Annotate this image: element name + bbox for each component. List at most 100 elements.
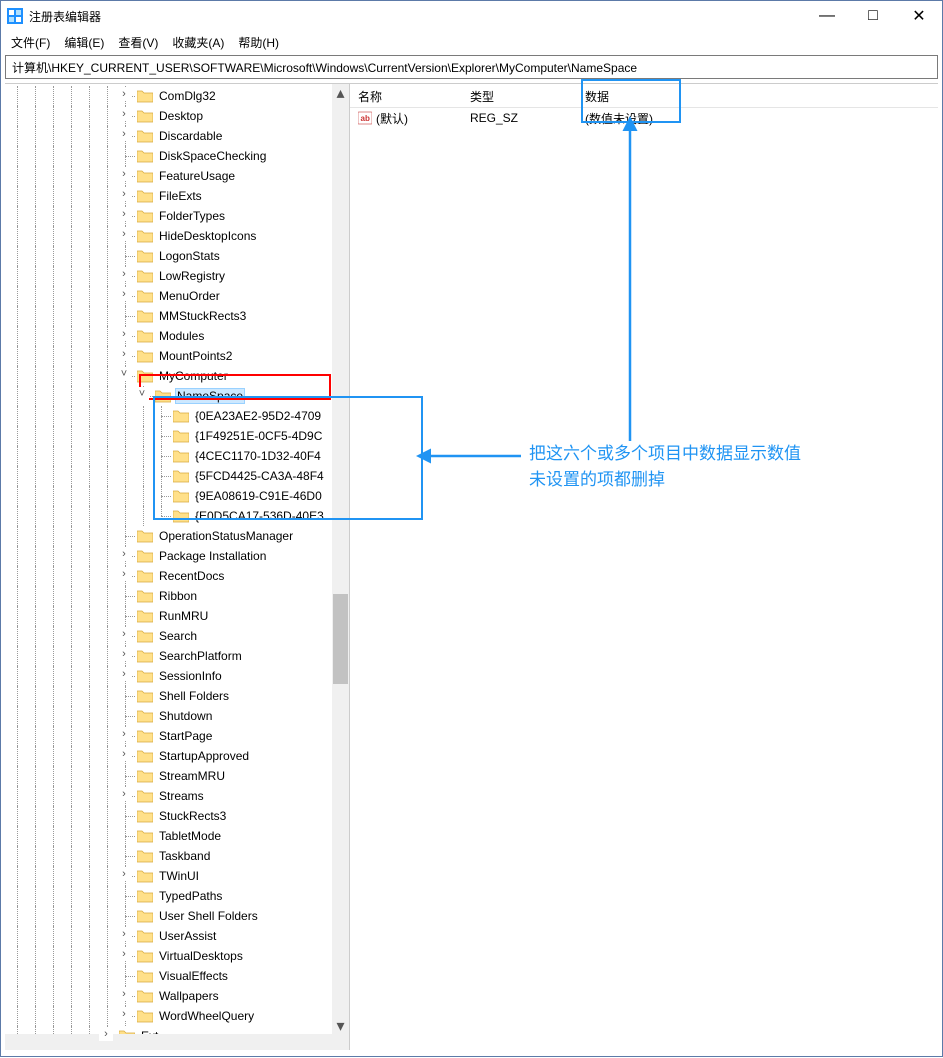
expand-icon[interactable]: › [117,747,131,761]
tree-item[interactable]: ›Package Installation [9,546,349,566]
tree-item[interactable]: ›StartupApproved [9,746,349,766]
tree-item[interactable]: ›MenuOrder [9,286,349,306]
tree-item[interactable]: User Shell Folders [9,906,349,926]
tree-item[interactable]: LogonStats [9,246,349,266]
tree-item[interactable]: ›Search [9,626,349,646]
expand-icon[interactable]: › [99,1027,113,1041]
tree-item-label: Shell Folders [157,689,231,703]
expand-icon[interactable]: › [117,287,131,301]
tree-item[interactable]: ›RecentDocs [9,566,349,586]
expand-icon[interactable]: › [117,107,131,121]
value-type: REG_SZ [462,111,577,125]
minimize-button[interactable]: — [804,1,850,31]
tree-item[interactable]: VisualEffects [9,966,349,986]
tree-item[interactable]: DiskSpaceChecking [9,146,349,166]
window-title: 注册表编辑器 [29,8,804,25]
tree-item[interactable]: {9EA08619-C91E-46D0 [9,486,349,506]
expand-icon[interactable]: ˅ [135,387,149,401]
tree-item[interactable]: Taskband [9,846,349,866]
tree-item[interactable]: ›Wallpapers [9,986,349,1006]
tree-item[interactable]: OperationStatusManager [9,526,349,546]
tree-scrollbar-h[interactable] [5,1034,349,1050]
expand-icon[interactable]: › [117,867,131,881]
expand-icon[interactable]: › [117,647,131,661]
list-pane[interactable]: 名称 类型 数据 ab(默认)REG_SZ(数值未设置) [350,84,938,1050]
menu-help[interactable]: 帮助(H) [238,34,279,51]
tree-item[interactable]: {0EA23AE2-95D2-4709 [9,406,349,426]
tree-item[interactable]: ›WordWheelQuery [9,1006,349,1026]
col-header-name[interactable]: 名称 [350,84,462,107]
expand-icon[interactable]: › [117,207,131,221]
tree-item[interactable]: ›Modules [9,326,349,346]
scroll-up-icon[interactable]: ▴ [332,84,349,101]
col-header-type[interactable]: 类型 [462,84,577,107]
col-header-data[interactable]: 数据 [577,84,717,107]
tree-item[interactable]: ›VirtualDesktops [9,946,349,966]
scroll-thumb[interactable] [333,594,348,684]
expand-icon[interactable]: › [117,347,131,361]
tree-item[interactable]: ›FeatureUsage [9,166,349,186]
expand-icon[interactable]: › [117,87,131,101]
address-bar[interactable]: 计算机\HKEY_CURRENT_USER\SOFTWARE\Microsoft… [5,55,938,79]
expand-icon[interactable]: › [117,127,131,141]
tree-item[interactable]: ›TWinUI [9,866,349,886]
tree-item[interactable]: ›LowRegistry [9,266,349,286]
expand-icon[interactable]: › [117,267,131,281]
expand-icon[interactable]: › [117,1007,131,1021]
tree-item[interactable]: {5FCD4425-CA3A-48F4 [9,466,349,486]
expand-icon[interactable]: › [117,947,131,961]
tree-item[interactable]: ›UserAssist [9,926,349,946]
expand-icon[interactable]: › [117,567,131,581]
tree-item[interactable]: ›FolderTypes [9,206,349,226]
expand-icon[interactable]: › [117,547,131,561]
tree-item-label: {1F49251E-0CF5-4D9C [193,429,324,443]
menu-file[interactable]: 文件(F) [11,34,50,51]
tree-item[interactable]: {4CEC1170-1D32-40F4 [9,446,349,466]
tree-item[interactable]: ›FileExts [9,186,349,206]
tree-item[interactable]: Ribbon [9,586,349,606]
tree-item[interactable]: ›MountPoints2 [9,346,349,366]
expand-icon[interactable]: › [117,187,131,201]
expand-icon[interactable]: › [117,667,131,681]
tree-item[interactable]: StreamMRU [9,766,349,786]
tree-item[interactable]: StuckRects3 [9,806,349,826]
tree-item[interactable]: ›Desktop [9,106,349,126]
expand-icon[interactable]: › [117,987,131,1001]
menu-view[interactable]: 查看(V) [118,34,158,51]
menu-favorites[interactable]: 收藏夹(A) [172,34,224,51]
tree-item[interactable]: ›HideDesktopIcons [9,226,349,246]
expand-icon[interactable]: › [117,167,131,181]
tree-item[interactable]: {1F49251E-0CF5-4D9C [9,426,349,446]
tree-item-label: Shutdown [157,709,214,723]
tree-scrollbar-v[interactable]: ▴ ▾ [332,84,349,1034]
list-row[interactable]: ab(默认)REG_SZ(数值未设置) [350,108,938,128]
tree-item[interactable]: RunMRU [9,606,349,626]
tree-item[interactable]: ˅NameSpace [9,386,349,406]
expand-icon[interactable]: › [117,227,131,241]
tree-item[interactable]: ›SessionInfo [9,666,349,686]
expand-icon[interactable]: ˅ [117,367,131,381]
tree-item[interactable]: ›ComDlg32 [9,86,349,106]
tree-item[interactable]: TypedPaths [9,886,349,906]
tree-pane[interactable]: ›ComDlg32›Desktop›DiscardableDiskSpaceCh… [5,84,350,1050]
tree-item-label: StartPage [157,729,214,743]
tree-item[interactable]: ›SearchPlatform [9,646,349,666]
tree-item[interactable]: ›Streams [9,786,349,806]
expand-icon[interactable]: › [117,627,131,641]
tree-item[interactable]: {E0D5CA17-536D-40E3 [9,506,349,526]
tree-item[interactable]: MMStuckRects3 [9,306,349,326]
expand-icon[interactable]: › [117,727,131,741]
expand-icon[interactable]: › [117,327,131,341]
tree-item[interactable]: Shell Folders [9,686,349,706]
tree-item[interactable]: TabletMode [9,826,349,846]
expand-icon[interactable]: › [117,787,131,801]
menu-edit[interactable]: 编辑(E) [64,34,104,51]
tree-item[interactable]: ›Discardable [9,126,349,146]
tree-item[interactable]: ˅MyComputer [9,366,349,386]
tree-item[interactable]: › StartPage [9,726,349,746]
expand-icon[interactable]: › [117,927,131,941]
close-button[interactable]: ✕ [896,1,942,31]
maximize-button[interactable]: □ [850,1,896,31]
tree-item[interactable]: Shutdown [9,706,349,726]
scroll-down-icon[interactable]: ▾ [332,1017,349,1034]
